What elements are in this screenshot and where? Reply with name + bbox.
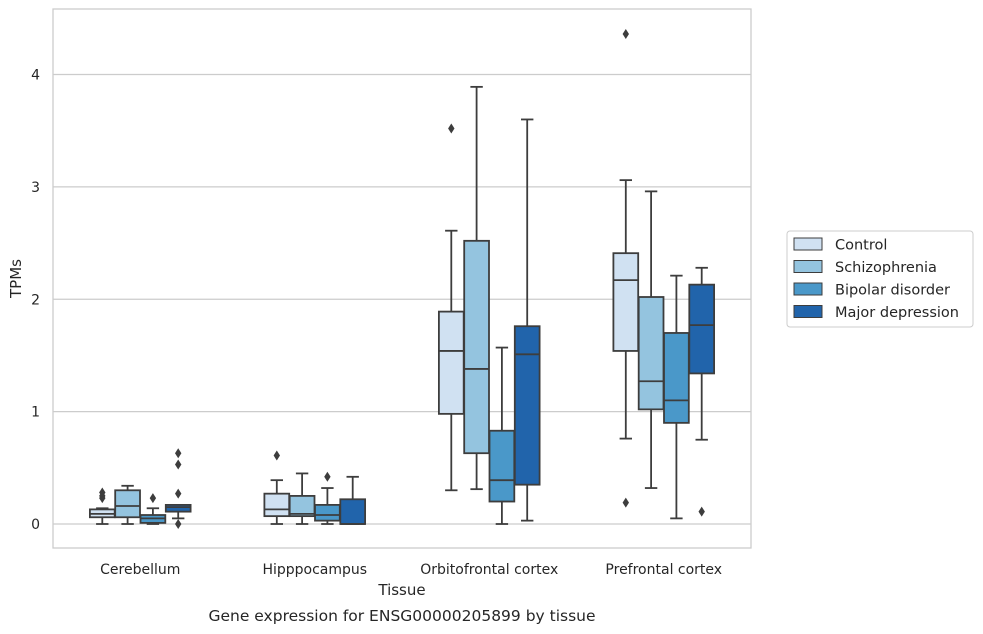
y-tick-label: 3 [31, 180, 40, 196]
outlier-point [149, 493, 157, 504]
y-tick-label: 4 [31, 68, 40, 84]
legend: Control Schizophrenia Bipolar disorder Majo… [786, 230, 974, 328]
box-major-depression [164, 448, 192, 529]
box [339, 498, 367, 525]
box-plots [88, 29, 716, 529]
outlier-point [273, 450, 280, 461]
box [263, 492, 291, 518]
box [164, 503, 192, 513]
box-bipolar-disorder [488, 346, 516, 525]
legend-label: Bipolar disorder [835, 283, 950, 299]
box [612, 252, 640, 352]
y-axis-title: TPMs [7, 259, 25, 299]
x-tick-label: Orbitofrontal cortex [420, 562, 558, 578]
box-control [263, 450, 291, 525]
box [663, 332, 690, 424]
box [488, 429, 516, 503]
legend-label: Schizophrenia [835, 260, 937, 276]
outlier-point [99, 487, 106, 498]
grid-lines [53, 73, 751, 525]
legend-swatch [793, 305, 823, 318]
box [463, 239, 490, 455]
box-schizophrenia [463, 85, 490, 491]
outlier-point [622, 497, 629, 508]
legend-swatch [793, 260, 823, 273]
box-bipolar-disorder [314, 471, 341, 525]
box-bipolar-disorder [663, 274, 690, 520]
y-tick-labels: 0 1 2 3 4 [31, 68, 40, 534]
x-tick-label: Prefrontal cortex [605, 562, 722, 578]
box-schizophrenia [114, 484, 141, 525]
x-tick-label: Cerebellum [100, 562, 180, 578]
box-major-depression [513, 118, 541, 522]
outlier-point [175, 448, 182, 459]
box-schizophrenia [637, 190, 665, 489]
y-tick-label: 1 [31, 405, 40, 421]
legend-label: Control [835, 238, 887, 254]
outlier-point [175, 459, 182, 470]
box-major-depression [339, 475, 367, 525]
outlier-point [324, 471, 331, 482]
outlier-point [175, 488, 182, 499]
outlier-point [698, 506, 705, 517]
y-tick-label: 2 [31, 292, 40, 308]
box [637, 296, 665, 411]
box [688, 283, 716, 375]
x-tick-label: Hipppocampus [262, 562, 367, 578]
box-control [437, 123, 465, 492]
x-axis-title: Tissue [377, 581, 425, 599]
figure-caption: Gene expression for ENSG00000205899 by t… [208, 607, 595, 625]
box [314, 503, 341, 522]
legend-frame [786, 230, 974, 328]
box-control [612, 29, 640, 508]
y-tick-label: 0 [31, 517, 40, 533]
outlier-point [175, 519, 182, 529]
x-tick-labels: Cerebellum Hipppocampus Orbitofrontal cort… [100, 562, 722, 578]
legend-label: Major depression [835, 305, 959, 321]
box-bipolar-disorder [139, 493, 167, 525]
box [114, 489, 141, 519]
outlier-point [622, 29, 629, 40]
box-major-depression [688, 266, 716, 517]
legend-swatch [793, 237, 823, 251]
plot-frame [52, 8, 752, 549]
outlier-point [448, 123, 455, 134]
box-schizophrenia [288, 472, 316, 525]
box-control [88, 487, 116, 525]
legend-swatch [793, 282, 823, 296]
box [437, 310, 465, 415]
box [513, 325, 541, 486]
